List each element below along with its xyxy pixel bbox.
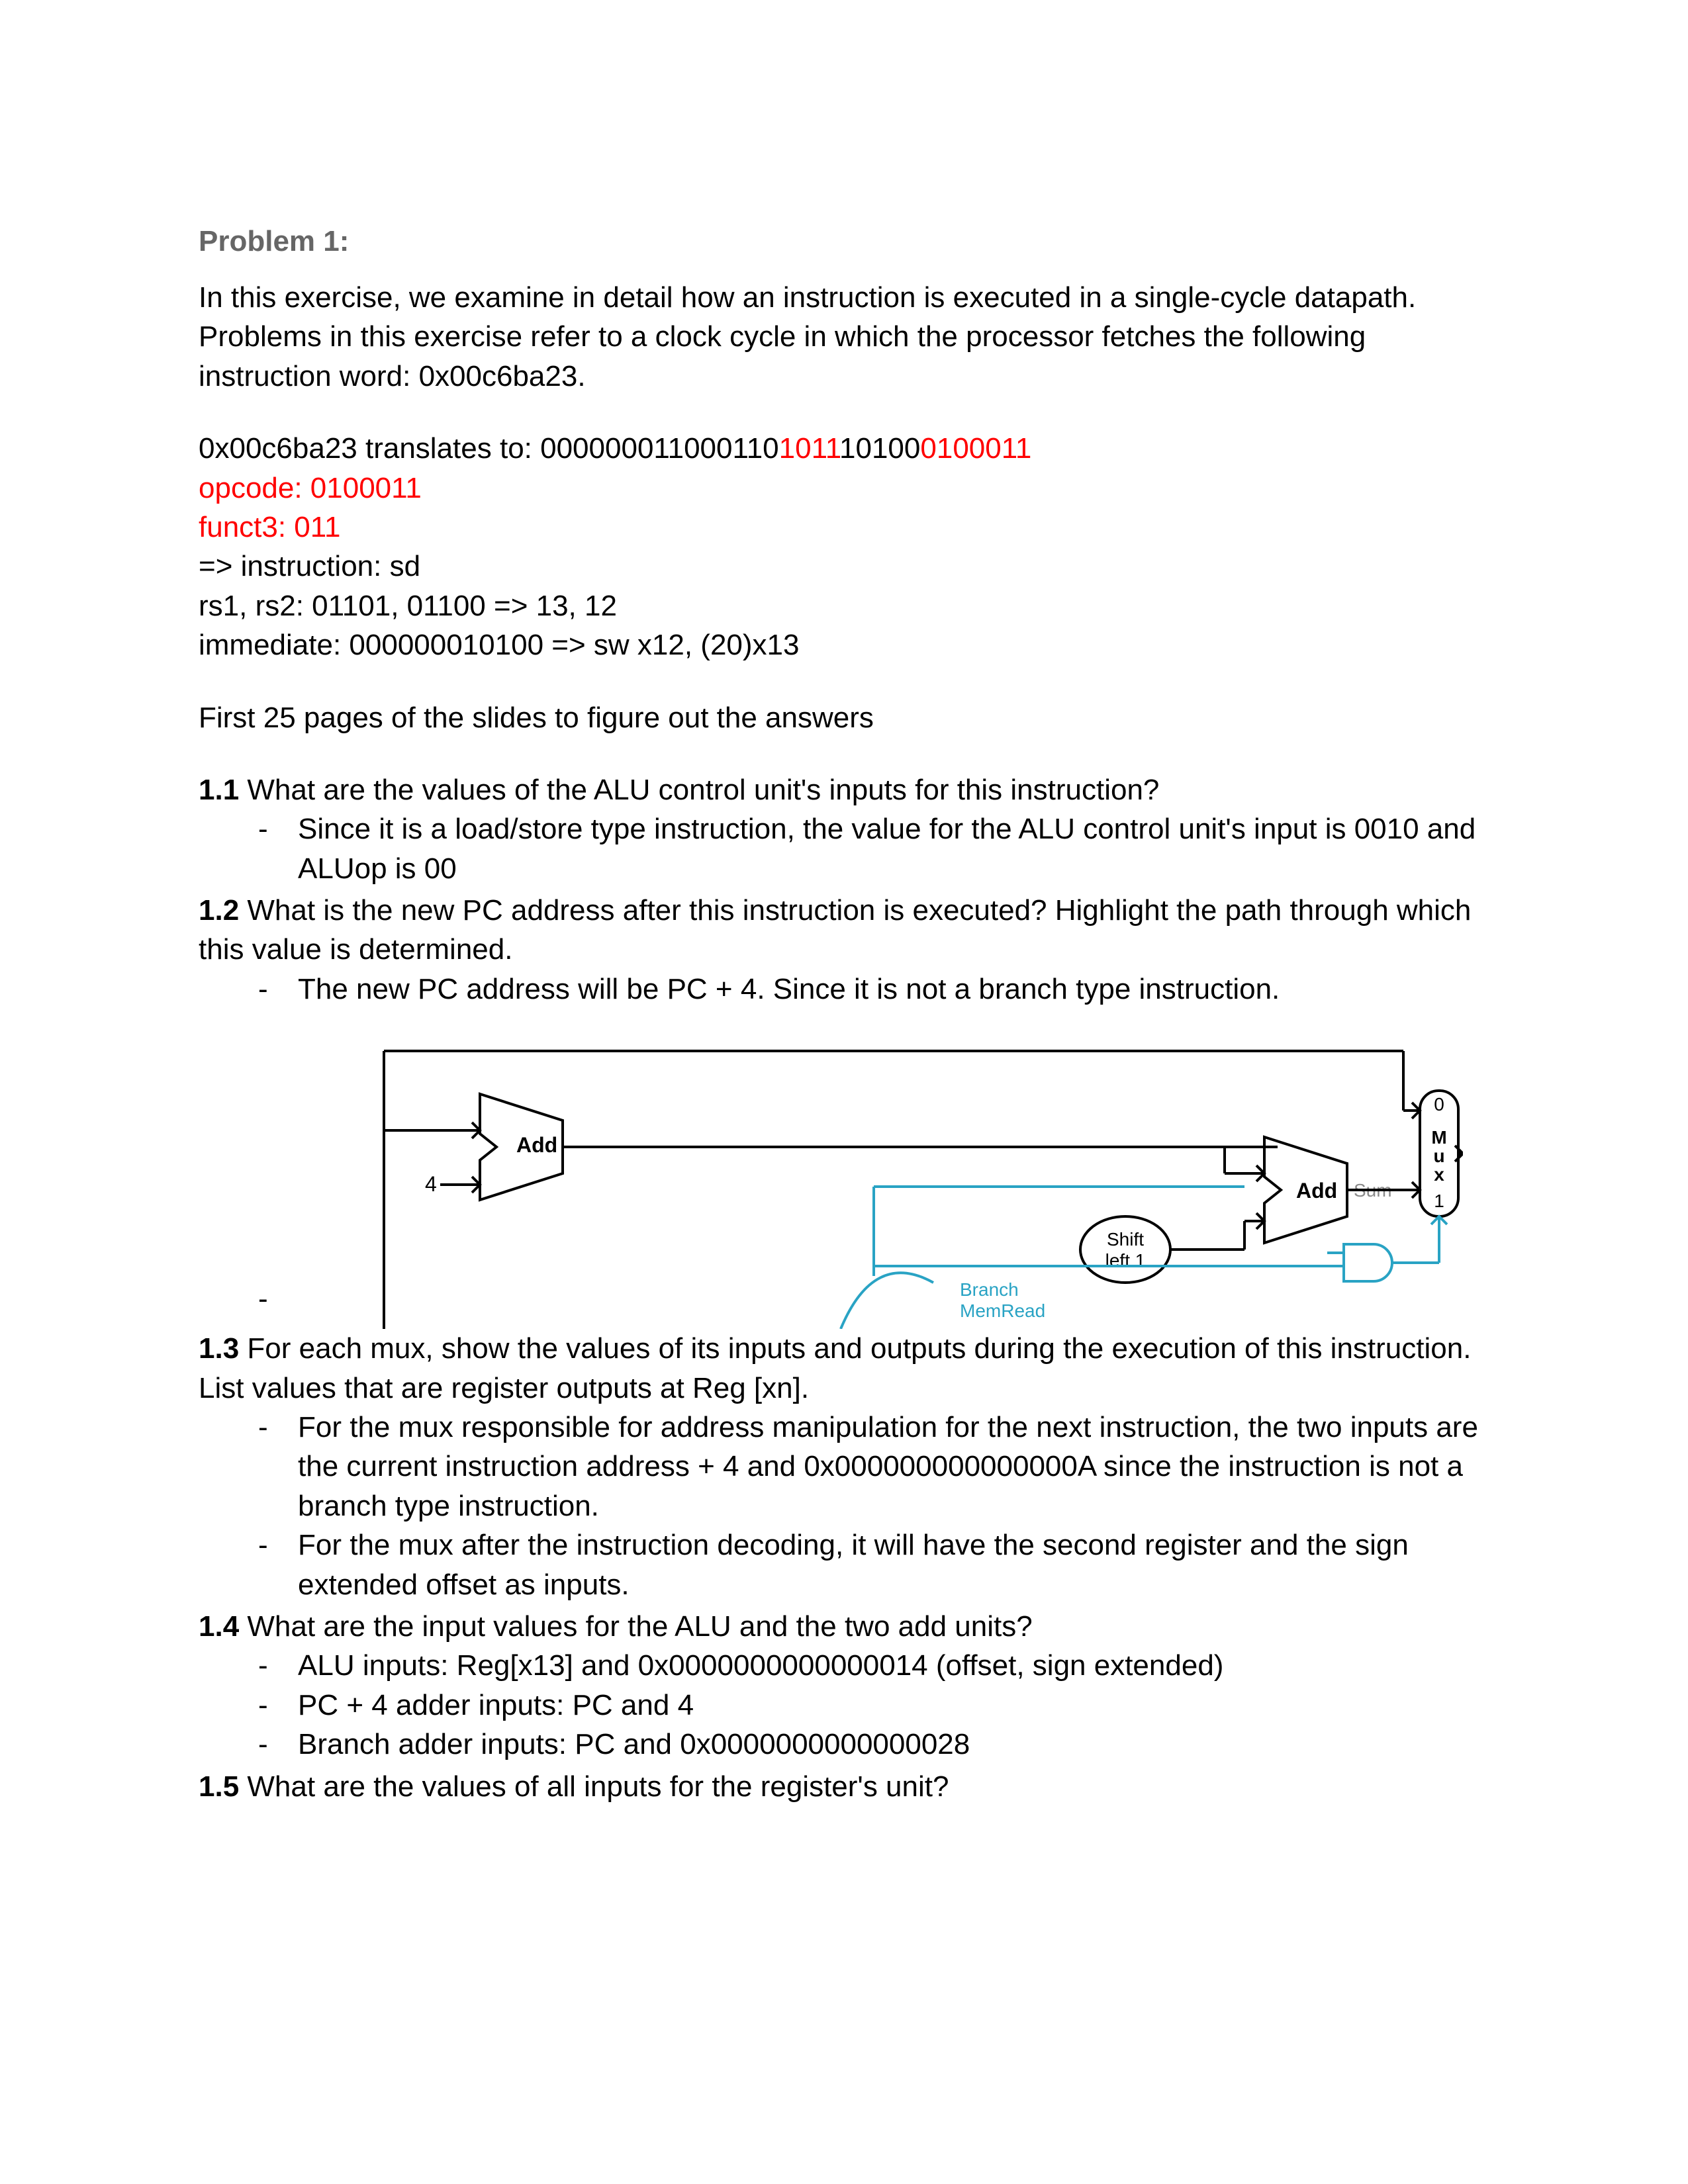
q11-answer-list: Since it is a load/store type instructio…	[199, 809, 1489, 888]
q15-number: 1.5	[199, 1770, 239, 1803]
intro-paragraph: In this exercise, we examine in detail h…	[199, 278, 1489, 396]
svg-text:0: 0	[1434, 1094, 1444, 1115]
funct3-line: funct3: 011	[199, 508, 1489, 547]
q14-number: 1.4	[199, 1610, 239, 1643]
q13-bullet-0: For the mux responsible for address mani…	[199, 1408, 1489, 1525]
q12-number: 1.2	[199, 894, 239, 927]
diagram-wrap: - Add4BranchMemReadShiftleft 1AddSum0Mux…	[199, 1031, 1489, 1329]
q15-row: 1.5 What are the values of all inputs fo…	[199, 1767, 1489, 1806]
q11-bullet: Since it is a load/store type instructio…	[199, 809, 1489, 888]
opcode-line: opcode: 0100011	[199, 469, 1489, 508]
instruction-line: => instruction: sd	[199, 547, 1489, 586]
svg-text:Add: Add	[1296, 1179, 1337, 1203]
rs-line: rs1, rs2: 01101, 01100 => 13, 12	[199, 586, 1489, 625]
decode-block: 0x00c6ba23 translates to: 00000001100011…	[199, 429, 1489, 664]
q14-text: What are the input values for the ALU an…	[239, 1610, 1033, 1643]
svg-text:u: u	[1433, 1146, 1444, 1166]
datapath-svg: Add4BranchMemReadShiftleft 1AddSum0Mux1	[298, 1031, 1463, 1329]
bin-after: 10100	[839, 432, 920, 465]
q13-text: For each mux, show the values of its inp…	[199, 1332, 1471, 1404]
q14-row: 1.4 What are the input values for the AL…	[199, 1607, 1489, 1646]
svg-text:Shift: Shift	[1107, 1229, 1144, 1250]
diagram-bullet: -	[199, 1283, 298, 1316]
q11-number: 1.1	[199, 774, 239, 806]
q11-row: 1.1 What are the values of the ALU contr…	[199, 770, 1489, 809]
q11-text: What are the values of the ALU control u…	[239, 774, 1159, 806]
q14-bullet-0: ALU inputs: Reg[x13] and 0x0000000000000…	[199, 1646, 1489, 1685]
q14-answer-list: ALU inputs: Reg[x13] and 0x0000000000000…	[199, 1646, 1489, 1764]
document-page: Problem 1: In this exercise, we examine …	[0, 0, 1688, 2184]
q14-bullet-1: PC + 4 adder inputs: PC and 4	[199, 1686, 1489, 1725]
binary-line: 0x00c6ba23 translates to: 00000001100011…	[199, 429, 1489, 468]
q13-bullet-1: For the mux after the instruction decodi…	[199, 1525, 1489, 1604]
q13-number: 1.3	[199, 1332, 239, 1365]
bin-funct3: 1011	[779, 432, 839, 465]
problem-heading: Problem 1:	[199, 225, 1489, 258]
slides-note: First 25 pages of the slides to figure o…	[199, 698, 1489, 737]
immediate-line: immediate: 000000010100 => sw x12, (20)x…	[199, 625, 1489, 664]
svg-text:left 1: left 1	[1105, 1250, 1146, 1271]
svg-text:MemRead: MemRead	[960, 1300, 1045, 1321]
q12-answer-list: The new PC address will be PC + 4. Since…	[199, 970, 1489, 1009]
svg-text:M: M	[1431, 1127, 1446, 1148]
svg-text:1: 1	[1434, 1191, 1444, 1211]
q13-answer-list: For the mux responsible for address mani…	[199, 1408, 1489, 1604]
svg-text:4: 4	[425, 1172, 437, 1196]
q13-row: 1.3 For each mux, show the values of its…	[199, 1329, 1489, 1408]
q12-bullet: The new PC address will be PC + 4. Since…	[199, 970, 1489, 1009]
bin-prefix: 0x00c6ba23 translates to: 00000001100011…	[199, 432, 779, 465]
q12-row: 1.2 What is the new PC address after thi…	[199, 891, 1489, 970]
q12-text: What is the new PC address after this in…	[199, 894, 1471, 966]
datapath-diagram: Add4BranchMemReadShiftleft 1AddSum0Mux1	[298, 1031, 1463, 1329]
bin-opcode-bits: 0100011	[920, 432, 1031, 465]
q14-bullet-2: Branch adder inputs: PC and 0x0000000000…	[199, 1725, 1489, 1764]
svg-text:x: x	[1434, 1164, 1444, 1185]
svg-text:Branch: Branch	[960, 1279, 1019, 1300]
svg-text:Add: Add	[516, 1133, 557, 1157]
q15-text: What are the values of all inputs for th…	[239, 1770, 949, 1803]
